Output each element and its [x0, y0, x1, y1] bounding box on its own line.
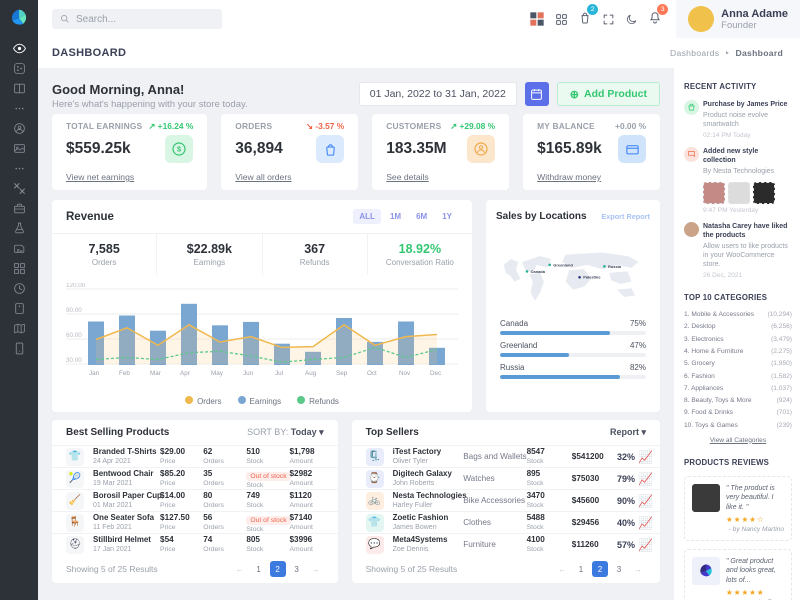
- svg-text:Apr: Apr: [180, 370, 190, 377]
- svg-text:120.00: 120.00: [66, 283, 86, 289]
- svg-text:Oct: Oct: [367, 370, 377, 377]
- svg-text:30.00: 30.00: [66, 357, 82, 364]
- svg-text:Greenland: Greenland: [553, 262, 573, 267]
- svg-text:Mar: Mar: [150, 370, 161, 377]
- svg-text:Feb: Feb: [119, 370, 130, 377]
- svg-text:May: May: [211, 370, 224, 377]
- svg-text:Canada: Canada: [531, 269, 546, 274]
- svg-text:Palestine: Palestine: [583, 275, 601, 280]
- svg-text:Jun: Jun: [243, 370, 254, 377]
- svg-text:Jan: Jan: [89, 370, 100, 377]
- svg-text:Sep: Sep: [336, 370, 348, 377]
- svg-text:Jul: Jul: [275, 370, 283, 377]
- svg-text:60.00: 60.00: [66, 332, 82, 339]
- svg-text:Russia: Russia: [608, 264, 622, 269]
- svg-text:90.00: 90.00: [66, 307, 82, 314]
- svg-text:Dec: Dec: [430, 370, 441, 377]
- svg-text:$: $: [177, 145, 181, 154]
- svg-text:Nov: Nov: [399, 370, 411, 377]
- svg-text:Aug: Aug: [305, 370, 317, 377]
